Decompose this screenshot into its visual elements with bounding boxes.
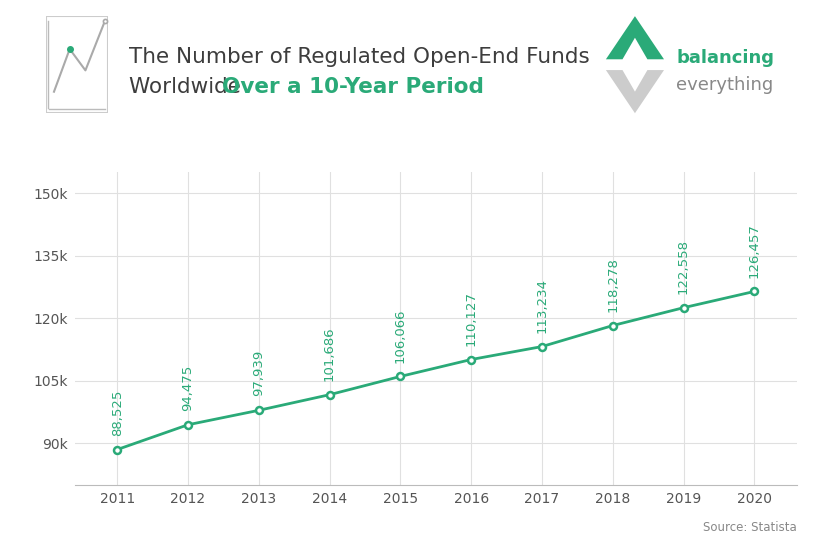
Text: balancing: balancing bbox=[676, 50, 774, 67]
Text: 126,457: 126,457 bbox=[748, 223, 761, 278]
Text: 88,525: 88,525 bbox=[110, 389, 124, 436]
Text: 101,686: 101,686 bbox=[323, 326, 336, 381]
Text: 97,939: 97,939 bbox=[252, 350, 266, 397]
Text: 122,558: 122,558 bbox=[677, 239, 690, 294]
Text: 118,278: 118,278 bbox=[606, 257, 619, 312]
Text: 94,475: 94,475 bbox=[182, 364, 194, 411]
Polygon shape bbox=[606, 16, 664, 59]
Text: Over a 10-Year Period: Over a 10-Year Period bbox=[222, 77, 484, 97]
Text: Source: Statista: Source: Statista bbox=[703, 521, 797, 534]
Text: Worldwide: Worldwide bbox=[129, 77, 247, 97]
Text: 113,234: 113,234 bbox=[535, 278, 549, 333]
Text: 106,066: 106,066 bbox=[394, 308, 407, 363]
Text: 110,127: 110,127 bbox=[465, 291, 477, 345]
Text: everything: everything bbox=[676, 77, 774, 94]
Polygon shape bbox=[606, 70, 664, 113]
Text: The Number of Regulated Open-End Funds: The Number of Regulated Open-End Funds bbox=[129, 47, 589, 67]
